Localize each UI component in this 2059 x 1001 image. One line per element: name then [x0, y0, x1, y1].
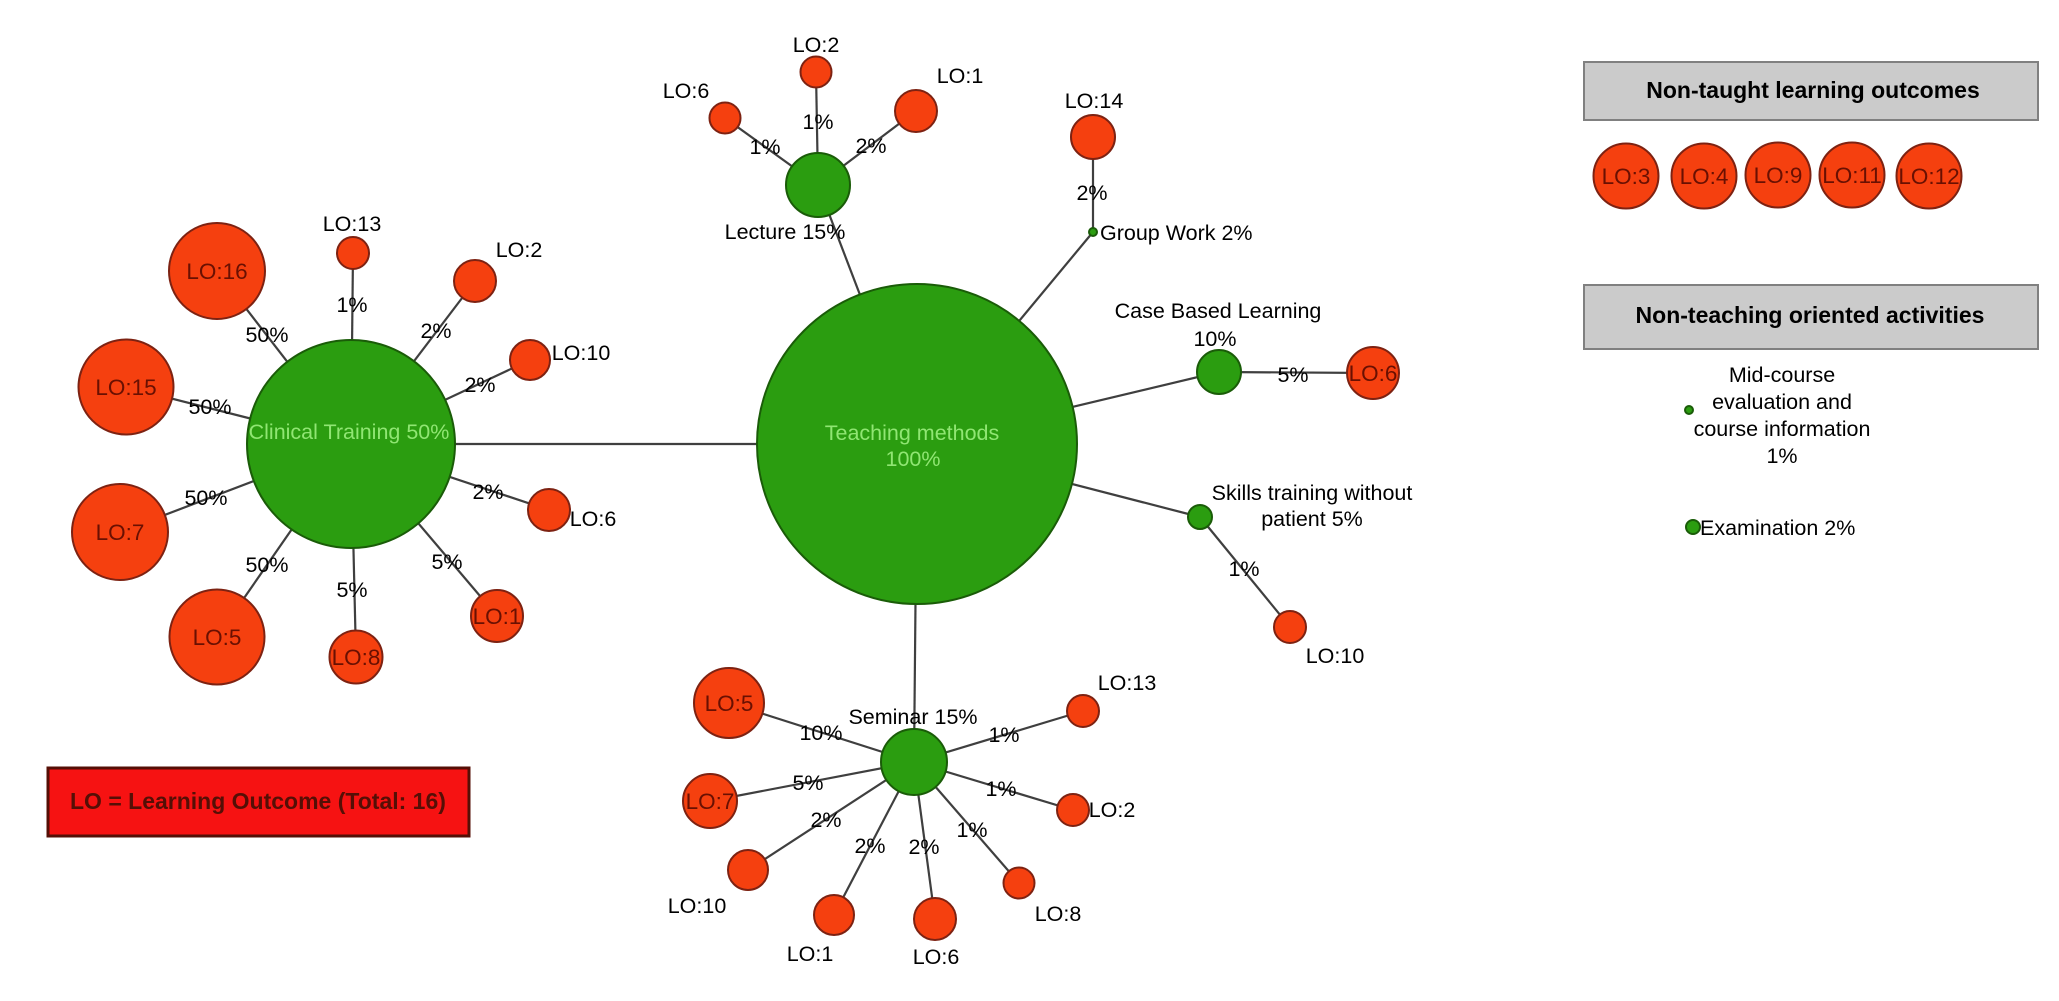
svg-text:Non-taught learning outcomes: Non-taught learning outcomes	[1646, 77, 1980, 103]
svg-text:5%: 5%	[1277, 363, 1308, 387]
svg-text:2%: 2%	[854, 834, 885, 858]
svg-text:Examination 2%: Examination 2%	[1700, 516, 1855, 540]
svg-text:LO:6: LO:6	[913, 945, 960, 969]
svg-text:50%: 50%	[245, 323, 288, 347]
svg-text:50%: 50%	[245, 553, 288, 577]
svg-text:10%: 10%	[1193, 327, 1236, 351]
svg-text:LO:2: LO:2	[496, 238, 543, 262]
svg-text:LO:9: LO:9	[1754, 163, 1803, 188]
svg-text:100%: 100%	[886, 447, 941, 471]
svg-text:10%: 10%	[799, 721, 842, 745]
svg-text:Teaching methods: Teaching methods	[825, 421, 1000, 445]
svg-text:LO:10: LO:10	[1306, 644, 1365, 668]
svg-text:Clinical Training 50%: Clinical Training 50%	[249, 420, 450, 444]
svg-text:5%: 5%	[792, 771, 823, 795]
svg-text:LO:14: LO:14	[1065, 89, 1124, 113]
svg-text:Seminar 15%: Seminar 15%	[848, 705, 977, 729]
svg-text:LO:6: LO:6	[570, 507, 617, 531]
svg-text:1%: 1%	[956, 818, 987, 842]
svg-text:2%: 2%	[810, 808, 841, 832]
svg-text:LO:7: LO:7	[686, 789, 735, 814]
svg-text:evaluation and: evaluation and	[1712, 390, 1852, 414]
svg-text:course information: course information	[1694, 417, 1871, 441]
svg-text:1%: 1%	[985, 777, 1016, 801]
svg-text:Skills training without: Skills training without	[1212, 481, 1413, 505]
svg-text:LO:13: LO:13	[323, 212, 382, 236]
svg-text:Non-teaching oriented activiti: Non-teaching oriented activities	[1636, 302, 1985, 328]
svg-text:LO:11: LO:11	[1822, 163, 1882, 188]
svg-text:LO:2: LO:2	[793, 33, 840, 57]
svg-text:Mid-course: Mid-course	[1729, 363, 1835, 387]
svg-text:2%: 2%	[464, 373, 495, 397]
svg-text:LO:16: LO:16	[186, 259, 247, 284]
svg-text:1%: 1%	[1766, 444, 1797, 468]
svg-text:patient 5%: patient 5%	[1261, 507, 1363, 531]
svg-text:LO:1: LO:1	[473, 604, 522, 629]
svg-text:1%: 1%	[802, 110, 833, 134]
svg-text:LO:15: LO:15	[95, 375, 156, 400]
svg-text:2%: 2%	[1076, 181, 1107, 205]
svg-text:LO:4: LO:4	[1680, 164, 1729, 189]
svg-text:LO:6: LO:6	[1349, 361, 1398, 386]
svg-text:5%: 5%	[336, 578, 367, 602]
svg-text:LO:1: LO:1	[937, 64, 984, 88]
svg-text:Case Based Learning: Case Based Learning	[1115, 299, 1322, 323]
svg-text:50%: 50%	[184, 486, 227, 510]
svg-text:1%: 1%	[749, 135, 780, 159]
svg-text:LO:2: LO:2	[1089, 798, 1136, 822]
svg-text:LO:1: LO:1	[787, 942, 834, 966]
svg-text:LO:12: LO:12	[1898, 164, 1959, 189]
svg-text:Lecture 15%: Lecture 15%	[725, 220, 846, 244]
svg-text:2%: 2%	[420, 319, 451, 343]
svg-text:Group Work 2%: Group Work 2%	[1100, 221, 1253, 245]
svg-text:1%: 1%	[1228, 557, 1259, 581]
svg-text:2%: 2%	[908, 835, 939, 859]
svg-text:50%: 50%	[188, 395, 231, 419]
svg-text:LO:6: LO:6	[663, 79, 710, 103]
svg-text:LO:5: LO:5	[193, 625, 242, 650]
svg-text:1%: 1%	[336, 293, 367, 317]
svg-text:LO:8: LO:8	[1035, 902, 1082, 926]
svg-text:LO:13: LO:13	[1098, 671, 1157, 695]
svg-text:LO:5: LO:5	[705, 691, 754, 716]
svg-text:5%: 5%	[431, 550, 462, 574]
svg-text:LO:8: LO:8	[332, 645, 381, 670]
svg-text:2%: 2%	[855, 134, 886, 158]
svg-text:LO = Learning Outcome (Total:: LO = Learning Outcome (Total: 16)	[70, 788, 446, 814]
svg-text:2%: 2%	[472, 480, 503, 504]
svg-text:LO:10: LO:10	[552, 341, 611, 365]
svg-text:LO:3: LO:3	[1602, 164, 1651, 189]
svg-text:LO:10: LO:10	[668, 894, 727, 918]
svg-text:1%: 1%	[988, 723, 1019, 747]
svg-text:LO:7: LO:7	[96, 520, 145, 545]
